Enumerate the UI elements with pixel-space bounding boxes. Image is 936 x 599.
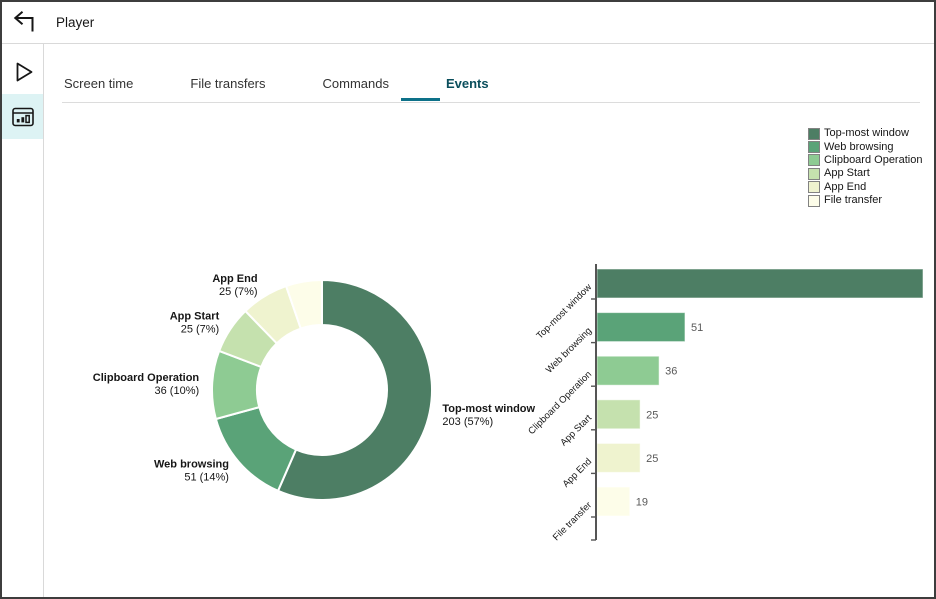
tab-file-transfers[interactable]: File transfers [190, 75, 266, 91]
bar-category-label: App Start [558, 412, 594, 448]
donut-slice-label-name: App Start [170, 310, 220, 322]
legend-item[interactable]: Clipboard Operation [808, 154, 922, 167]
bar-value-label: 36 [665, 366, 677, 378]
legend-item[interactable]: App Start [808, 167, 922, 180]
bar[interactable] [596, 442, 641, 473]
legend-label: App Start [824, 167, 870, 180]
legend-item[interactable]: File transfer [808, 194, 922, 207]
legend-label: App End [824, 180, 867, 193]
legend-swatch [808, 181, 820, 194]
legend-swatch [808, 154, 820, 167]
donut-slice-label-name: App End [212, 273, 257, 285]
bar[interactable] [596, 486, 631, 517]
donut-slice[interactable] [277, 279, 433, 501]
tabs-separator [62, 102, 920, 103]
legend-swatch [808, 127, 820, 140]
bar-value-label: 25 [646, 409, 658, 421]
donut-slice-label-value: 51 (14%) [184, 471, 229, 483]
legend-label: Clipboard Operation [824, 153, 923, 166]
donut-slice-label-name: Top-most window [442, 403, 535, 415]
legend-label: Top-most window [824, 127, 909, 140]
back-button[interactable] [2, 3, 44, 43]
active-tab-underline [401, 98, 440, 101]
bar-category-label: Web browsing [544, 325, 594, 375]
sidebar-item-charts[interactable] [2, 94, 43, 139]
donut-slice-label-name: Web browsing [154, 458, 229, 470]
donut-slice[interactable] [285, 279, 323, 330]
bar-value-label: 25 [646, 453, 658, 465]
bar-category-label: File transfer [551, 500, 594, 543]
bar-category-label: App End [561, 456, 595, 490]
page-title: Player [56, 15, 95, 30]
sidebar [2, 44, 44, 597]
tab-bar: Screen time File transfers Commands Even… [64, 68, 489, 98]
legend-item[interactable]: Top-most window [808, 127, 922, 140]
bar-value-label: 51 [691, 322, 703, 334]
legend-label: File transfer [824, 194, 883, 207]
topbar: Player [2, 2, 934, 44]
donut-slice-label-value: 36 (10%) [155, 385, 200, 397]
legend-item[interactable]: Web browsing [808, 140, 922, 154]
legend-swatch [808, 141, 820, 154]
donut-slice-label-value: 25 (7%) [219, 286, 258, 298]
donut-slice-label-name: Clipboard Operation [93, 372, 200, 384]
legend-item[interactable]: App End [808, 181, 922, 194]
legend-swatch [808, 167, 820, 180]
sidebar-item-player[interactable] [2, 49, 43, 94]
play-icon [16, 62, 32, 81]
bar[interactable] [596, 268, 924, 299]
bar-value-label: 19 [636, 497, 648, 509]
donut-slice-label-value: 203 (57%) [442, 416, 493, 428]
tab-events[interactable]: Events [445, 75, 489, 91]
bar[interactable] [596, 355, 660, 386]
bar[interactable] [596, 399, 641, 430]
tab-screen-time[interactable]: Screen time [64, 75, 134, 91]
bar-chart-icon [11, 107, 34, 126]
bar[interactable] [596, 312, 686, 343]
legend-label: Web browsing [824, 140, 894, 153]
chart-legend: Top-most window Web browsing Clipboard Ope… [808, 127, 922, 207]
tab-commands[interactable]: Commands [322, 75, 389, 91]
back-arrow-icon [13, 10, 34, 31]
donut-slice-label-value: 25 (7%) [181, 323, 220, 335]
legend-swatch [808, 194, 820, 207]
